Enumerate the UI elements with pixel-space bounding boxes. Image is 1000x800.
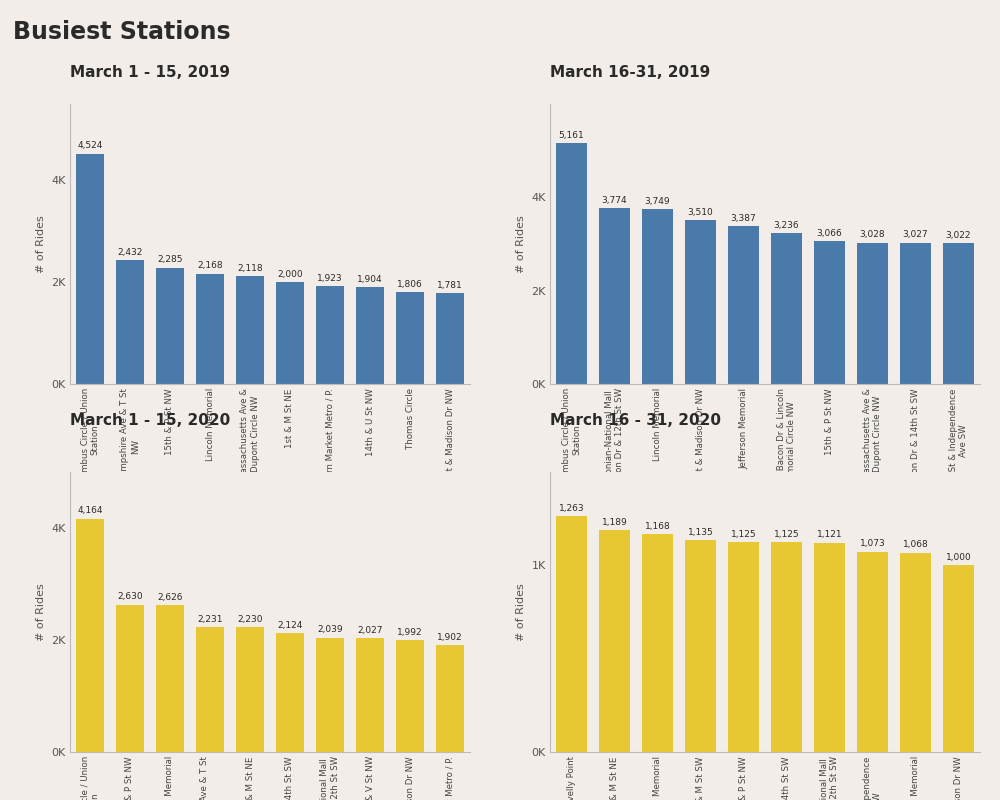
Bar <box>900 553 931 752</box>
Text: 3,236: 3,236 <box>774 221 799 230</box>
Text: 3,028: 3,028 <box>860 230 885 239</box>
Bar <box>814 241 845 384</box>
Text: 2,230: 2,230 <box>237 614 263 624</box>
Text: 4,164: 4,164 <box>77 506 103 515</box>
Bar <box>316 638 344 752</box>
Bar <box>642 209 673 384</box>
Text: 1,125: 1,125 <box>731 530 756 538</box>
Text: 1,904: 1,904 <box>357 274 383 284</box>
Text: 2,000: 2,000 <box>277 270 303 279</box>
Bar <box>599 208 630 384</box>
Bar <box>236 276 264 384</box>
Bar <box>943 566 974 752</box>
Bar <box>857 552 888 752</box>
Text: 1,781: 1,781 <box>437 281 463 290</box>
Text: 2,231: 2,231 <box>197 614 223 624</box>
Bar <box>900 242 931 384</box>
Bar <box>857 242 888 384</box>
Text: 2,118: 2,118 <box>237 264 263 273</box>
Bar <box>436 294 464 384</box>
Text: 5,161: 5,161 <box>559 130 584 140</box>
Text: 2,039: 2,039 <box>317 626 343 634</box>
Text: 1,073: 1,073 <box>860 539 885 548</box>
Bar <box>771 233 802 384</box>
Bar <box>685 540 716 752</box>
Text: March 16 - 31, 2020: March 16 - 31, 2020 <box>550 413 721 428</box>
Bar <box>76 519 104 752</box>
Text: 1,189: 1,189 <box>602 518 627 526</box>
Bar <box>356 287 384 384</box>
Text: 1,121: 1,121 <box>817 530 842 539</box>
Bar <box>642 534 673 752</box>
Bar <box>396 641 424 752</box>
Text: March 16-31, 2019: March 16-31, 2019 <box>550 65 710 80</box>
Text: 1,992: 1,992 <box>397 628 423 637</box>
Bar <box>196 627 224 752</box>
Bar <box>236 627 264 752</box>
Text: 2,027: 2,027 <box>357 626 383 635</box>
Text: 3,774: 3,774 <box>602 195 627 205</box>
Text: March 1 - 15, 2020: March 1 - 15, 2020 <box>70 413 230 428</box>
Y-axis label: # of Rides: # of Rides <box>36 583 46 641</box>
Bar <box>728 542 759 752</box>
Text: 2,630: 2,630 <box>117 592 143 602</box>
Bar <box>943 243 974 384</box>
Bar <box>276 282 304 384</box>
Bar <box>116 605 144 752</box>
Text: 2,124: 2,124 <box>277 621 303 630</box>
Text: 4,524: 4,524 <box>77 142 103 150</box>
Text: March 1 - 15, 2019: March 1 - 15, 2019 <box>70 65 230 80</box>
Bar <box>556 516 587 752</box>
Text: 3,749: 3,749 <box>645 197 670 206</box>
Bar <box>116 260 144 384</box>
Bar <box>76 154 104 384</box>
Text: 2,168: 2,168 <box>197 262 223 270</box>
Bar <box>556 143 587 384</box>
Bar <box>356 638 384 752</box>
Text: 1,000: 1,000 <box>946 553 971 562</box>
Y-axis label: # of Rides: # of Rides <box>516 583 526 641</box>
Text: 3,027: 3,027 <box>903 230 928 239</box>
Text: 1,902: 1,902 <box>437 633 463 642</box>
Text: 1,806: 1,806 <box>397 280 423 289</box>
Bar <box>196 274 224 384</box>
Text: 1,068: 1,068 <box>903 540 928 550</box>
Text: 1,263: 1,263 <box>559 504 584 513</box>
Text: 3,066: 3,066 <box>817 229 842 238</box>
Text: 2,432: 2,432 <box>117 248 143 257</box>
Bar <box>156 268 184 384</box>
Text: Busiest Stations: Busiest Stations <box>13 20 231 44</box>
Bar <box>436 646 464 752</box>
Text: 2,285: 2,285 <box>157 255 183 264</box>
Bar <box>156 605 184 752</box>
Text: 3,387: 3,387 <box>731 214 756 222</box>
Bar <box>814 542 845 752</box>
Y-axis label: # of Rides: # of Rides <box>36 215 46 273</box>
Text: 1,168: 1,168 <box>645 522 670 530</box>
Text: 2,626: 2,626 <box>157 593 183 602</box>
Bar <box>396 292 424 384</box>
Bar <box>599 530 630 752</box>
Text: 3,510: 3,510 <box>688 208 713 217</box>
Bar <box>276 633 304 752</box>
Bar <box>771 542 802 752</box>
Y-axis label: # of Rides: # of Rides <box>516 215 526 273</box>
Bar <box>728 226 759 384</box>
Bar <box>685 220 716 384</box>
Bar <box>316 286 344 384</box>
Text: 1,923: 1,923 <box>317 274 343 282</box>
Text: 3,022: 3,022 <box>946 230 971 240</box>
Text: 1,125: 1,125 <box>774 530 799 538</box>
Text: 1,135: 1,135 <box>688 528 713 537</box>
